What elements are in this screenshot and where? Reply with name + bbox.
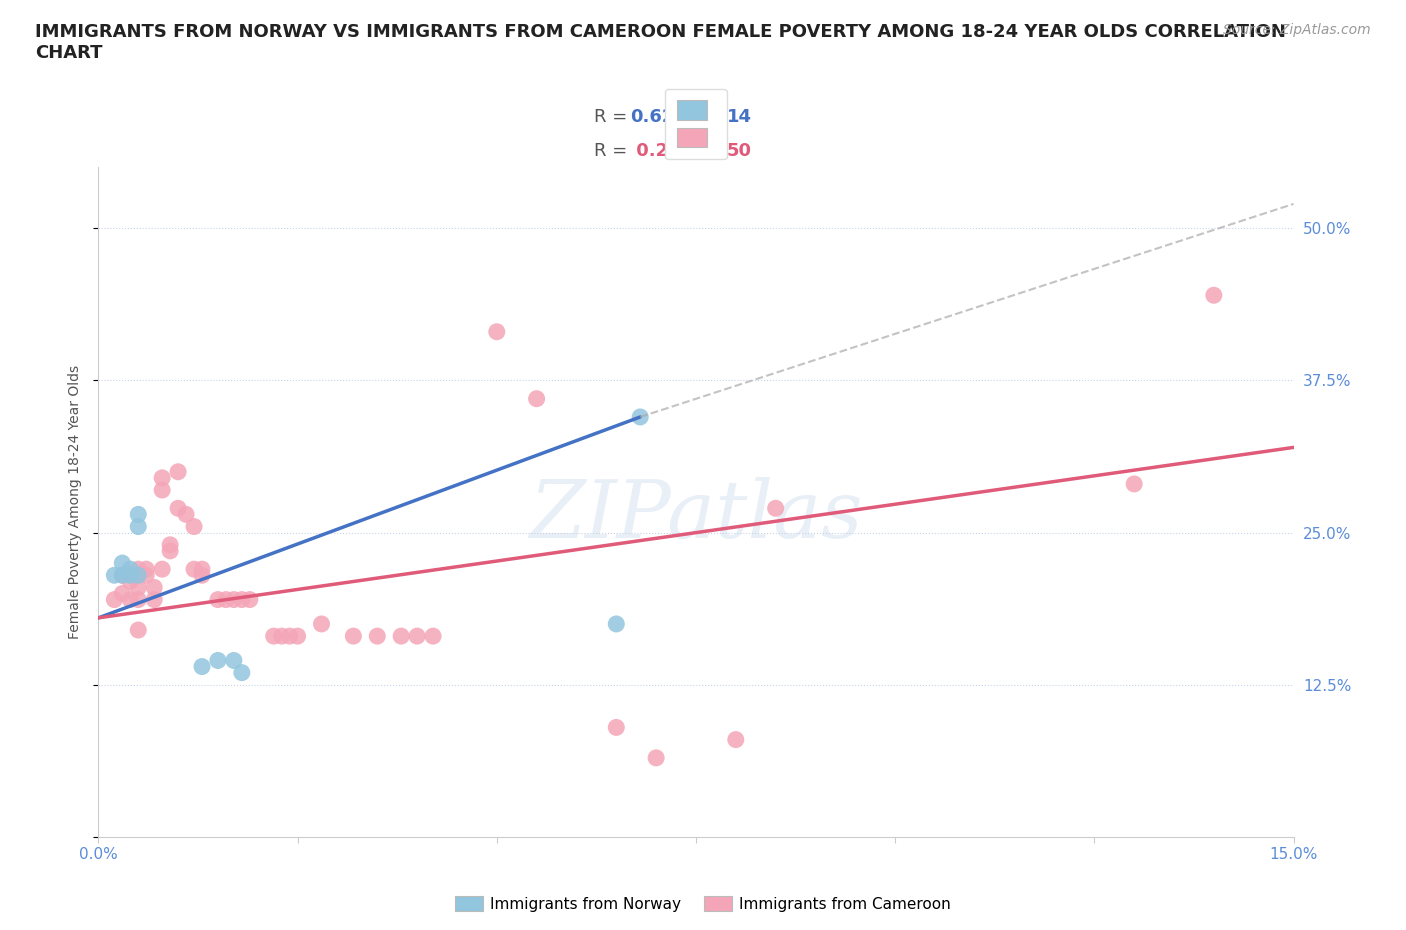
Point <box>111 568 134 583</box>
Y-axis label: Female Poverty Among 18-24 Year Olds: Female Poverty Among 18-24 Year Olds <box>69 365 83 639</box>
Point <box>765 501 787 516</box>
Point <box>263 629 285 644</box>
Point <box>120 568 142 583</box>
Point <box>120 574 142 589</box>
Point <box>191 562 214 577</box>
Point <box>278 629 301 644</box>
Point <box>191 568 214 583</box>
Point <box>120 562 142 577</box>
Text: R =: R = <box>595 108 633 126</box>
Point <box>222 592 245 607</box>
Point <box>127 568 149 583</box>
Point <box>111 555 134 570</box>
Point <box>311 617 333 631</box>
Point <box>485 325 508 339</box>
Point <box>342 629 364 644</box>
Point <box>1202 287 1225 302</box>
Point <box>231 665 253 680</box>
Text: N =: N = <box>685 141 735 160</box>
Point <box>120 592 142 607</box>
Text: 14: 14 <box>727 108 752 126</box>
Point <box>167 464 190 479</box>
Text: R =: R = <box>595 141 633 160</box>
Point <box>724 732 747 747</box>
Legend: , : , <box>665 88 727 159</box>
Point <box>239 592 262 607</box>
Point <box>270 629 292 644</box>
Text: 50: 50 <box>727 141 752 160</box>
Point <box>103 592 125 607</box>
Point <box>628 409 651 424</box>
Point <box>127 568 149 583</box>
Point <box>143 592 166 607</box>
Point <box>127 519 149 534</box>
Text: 0.624: 0.624 <box>630 108 688 126</box>
Text: N =: N = <box>685 108 735 126</box>
Point <box>150 471 173 485</box>
Point <box>143 580 166 595</box>
Point <box>207 653 229 668</box>
Point <box>183 562 205 577</box>
Point <box>183 519 205 534</box>
Point <box>159 543 181 558</box>
Point <box>127 562 149 577</box>
Point <box>127 580 149 595</box>
Text: 0.251: 0.251 <box>630 141 693 160</box>
Point <box>191 659 214 674</box>
Point <box>222 653 245 668</box>
Point <box>159 538 181 552</box>
Text: ZIPatlas: ZIPatlas <box>529 477 863 554</box>
Point <box>120 568 142 583</box>
Point <box>174 507 197 522</box>
Point <box>605 720 627 735</box>
Point <box>366 629 388 644</box>
Point <box>127 592 149 607</box>
Point <box>111 586 134 601</box>
Point <box>127 507 149 522</box>
Point <box>167 501 190 516</box>
Point <box>215 592 238 607</box>
Point <box>135 568 157 583</box>
Point <box>422 629 444 644</box>
Legend: Immigrants from Norway, Immigrants from Cameroon: Immigrants from Norway, Immigrants from … <box>449 889 957 918</box>
Point <box>207 592 229 607</box>
Text: Source: ZipAtlas.com: Source: ZipAtlas.com <box>1223 23 1371 37</box>
Point <box>645 751 668 765</box>
Point <box>231 592 253 607</box>
Point <box>111 568 134 583</box>
Point <box>103 568 125 583</box>
Text: IMMIGRANTS FROM NORWAY VS IMMIGRANTS FROM CAMEROON FEMALE POVERTY AMONG 18-24 YE: IMMIGRANTS FROM NORWAY VS IMMIGRANTS FRO… <box>35 23 1286 62</box>
Point <box>150 562 173 577</box>
Point <box>287 629 309 644</box>
Point <box>135 562 157 577</box>
Point <box>389 629 412 644</box>
Point <box>1123 476 1146 491</box>
Point <box>526 392 548 406</box>
Point <box>406 629 429 644</box>
Point <box>127 622 149 637</box>
Point <box>150 483 173 498</box>
Point <box>605 617 627 631</box>
